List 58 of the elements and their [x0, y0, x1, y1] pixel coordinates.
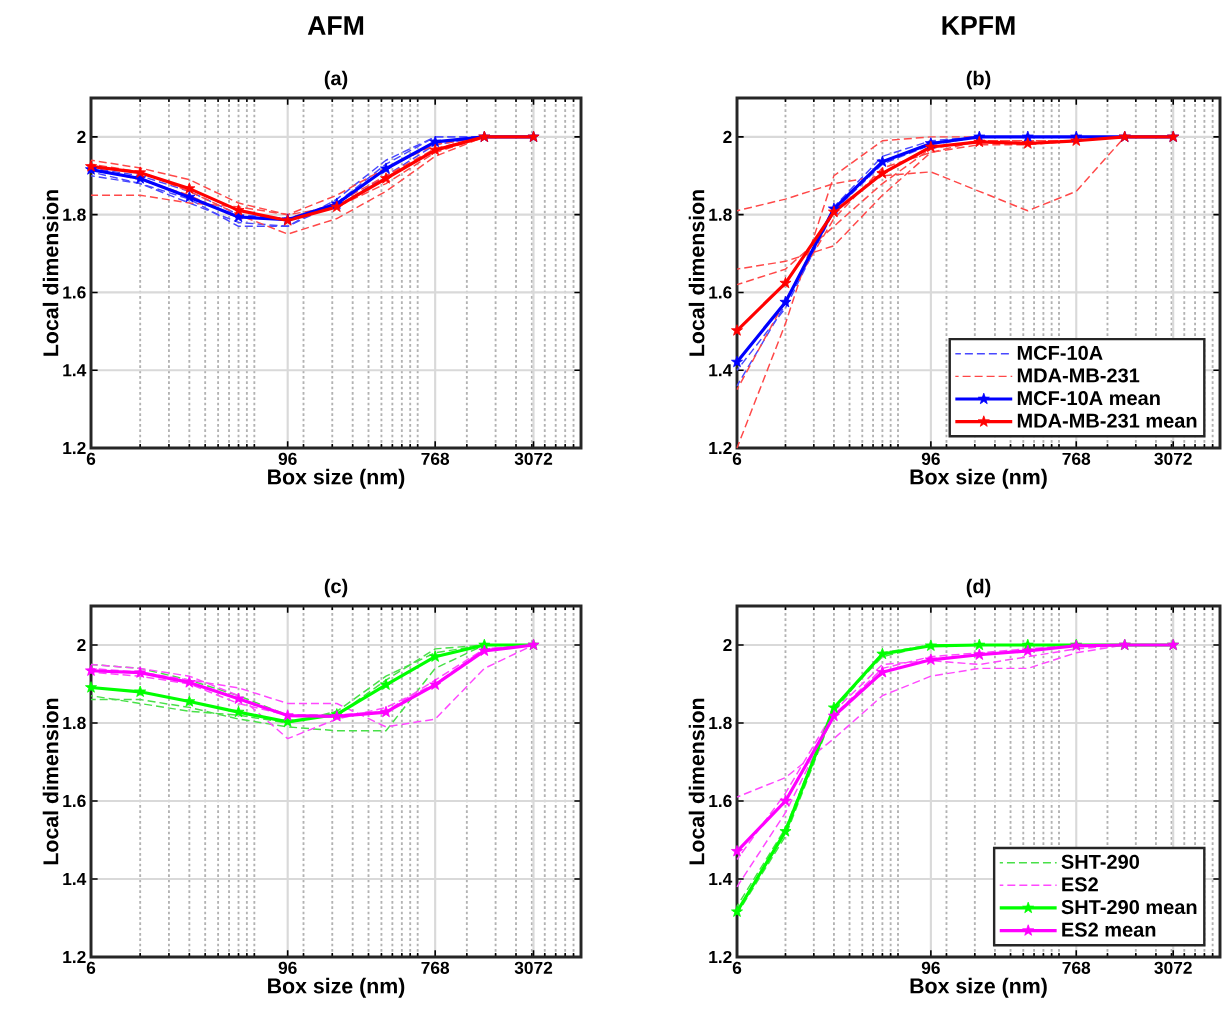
legend-label: ES2 mean — [1062, 922, 1156, 937]
legend-label: SHT-290 mean — [1061, 899, 1197, 915]
legend-label: MDA-MB-231 — [1017, 368, 1140, 383]
y-tick-label: 1.8 — [63, 208, 86, 221]
y-tick-label: 1.4 — [63, 364, 87, 377]
y-axis-title: Local dimension — [688, 698, 705, 865]
x-tick-label: 768 — [1062, 452, 1091, 465]
y-tick-label: 1.4 — [709, 873, 733, 885]
x-tick-label: 3072 — [1154, 452, 1192, 465]
chart-title: KPFM — [942, 16, 1015, 35]
legend-label: MDA-MB-231 mean — [1017, 413, 1197, 428]
x-tick-label: 96 — [278, 961, 297, 974]
legend-label: ES2 — [1062, 877, 1098, 892]
chart-subtitle: (b) — [966, 70, 991, 90]
y-tick-label: 1.2 — [709, 441, 732, 455]
x-tick-label: 3072 — [514, 961, 553, 974]
y-tick-label: 2 — [723, 638, 732, 652]
legend-label: SHT-290 — [1061, 854, 1140, 869]
x-axis-title: Box size (nm) — [910, 977, 1047, 998]
y-tick-label: 1.6 — [63, 794, 86, 808]
x-tick-label: 96 — [921, 961, 940, 974]
x-tick-label: 6 — [732, 961, 742, 974]
x-tick-label: 96 — [921, 452, 940, 465]
y-axis-title: Local dimension — [42, 190, 59, 356]
y-tick-label: 1.2 — [709, 950, 732, 964]
x-tick-label: 768 — [1062, 961, 1091, 974]
x-axis-title: Box size (nm) — [268, 468, 405, 489]
y-tick-label: 2 — [723, 130, 732, 143]
chart-title: AFM — [307, 16, 364, 35]
legend-label: MCF-10A — [1017, 345, 1103, 360]
x-axis-title: Box size (nm) — [268, 977, 405, 998]
y-tick-label: 1.2 — [63, 950, 86, 964]
chart-subtitle: (a) — [324, 70, 348, 90]
y-tick-label: 1.8 — [63, 716, 86, 730]
x-tick-label: 6 — [86, 452, 96, 465]
y-tick-label: 1.8 — [709, 716, 732, 730]
y-tick-label: 2 — [77, 638, 86, 652]
y-tick-label: 1.2 — [63, 441, 86, 455]
x-tick-label: 6 — [86, 961, 96, 974]
x-tick-label: 768 — [421, 961, 450, 974]
y-tick-label: 1.6 — [709, 794, 732, 808]
y-tick-label: 1.6 — [63, 286, 86, 299]
y-tick-label: 2 — [77, 130, 86, 143]
y-axis-title: Local dimension — [42, 698, 59, 865]
y-tick-label: 1.6 — [709, 286, 732, 299]
x-tick-label: 3072 — [1154, 961, 1192, 974]
x-tick-label: 3072 — [514, 452, 553, 465]
y-tick-label: 1.4 — [63, 873, 87, 885]
chart-title: (d) — [966, 578, 991, 598]
x-tick-label: 96 — [278, 452, 297, 465]
x-tick-label: 6 — [732, 452, 742, 465]
chart-title: (c) — [324, 578, 348, 598]
y-tick-label: 1.4 — [709, 364, 733, 377]
x-axis-title: Box size (nm) — [910, 468, 1047, 489]
legend-label: MCF-10A mean — [1017, 391, 1160, 406]
y-tick-label: 1.8 — [709, 208, 732, 221]
y-axis-title: Local dimension — [688, 190, 705, 356]
x-tick-label: 768 — [421, 452, 450, 465]
